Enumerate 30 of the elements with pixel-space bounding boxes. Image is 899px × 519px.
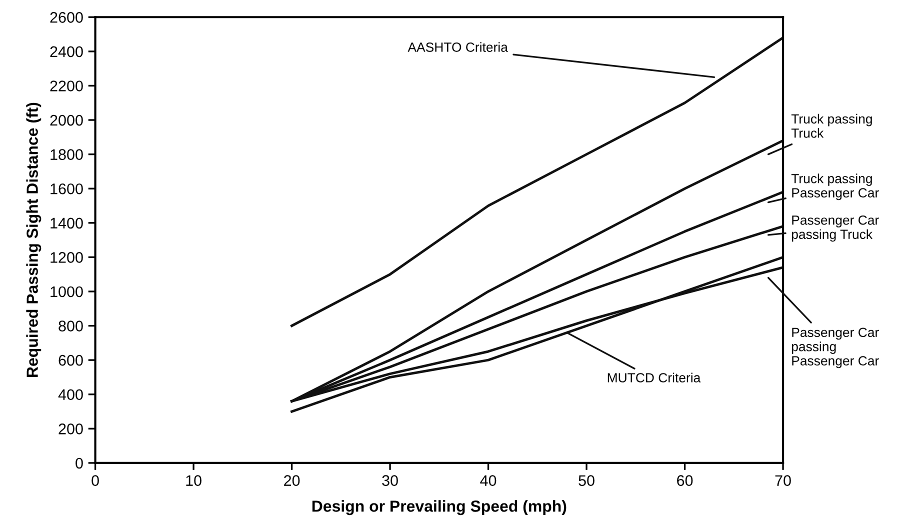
- annotation: Truck passing Passenger Car: [791, 174, 879, 200]
- y-tick-label: 1600: [50, 183, 83, 194]
- y-axis-title: Required Passing Sight Distance (ft): [26, 102, 42, 377]
- x-tick-label: 10: [186, 475, 202, 486]
- y-tick-label: 1800: [50, 149, 83, 160]
- annotation: Truck passing Truck: [791, 114, 872, 138]
- y-tick-label: 1400: [50, 218, 83, 229]
- x-tick-label: 0: [92, 475, 99, 486]
- x-tick-label: 20: [284, 475, 300, 486]
- y-tick-label: 2000: [50, 114, 83, 126]
- y-tick-label: 2400: [50, 46, 83, 58]
- annotation: MUTCD Criteria: [608, 372, 701, 382]
- y-tick-label: 1200: [50, 252, 83, 263]
- x-tick-label: 50: [578, 475, 594, 486]
- y-tick-label: 200: [58, 424, 83, 434]
- y-tick-label: 0: [76, 458, 83, 469]
- x-axis-title: Design or Prevailing Speed (mph): [312, 500, 566, 516]
- x-tick-label: 70: [775, 475, 791, 486]
- y-tick-label: 1000: [50, 286, 83, 298]
- annotation: Passenger Car passing Truck: [792, 215, 879, 242]
- x-tick-label: 30: [382, 475, 398, 486]
- y-tick-label: 400: [58, 389, 83, 400]
- annotation: Passenger Car passing Passenger Car: [792, 328, 879, 368]
- annotation: AASHTO Criteria: [408, 42, 508, 52]
- x-tick-label: 40: [480, 475, 496, 486]
- x-tick-label: 60: [677, 475, 693, 486]
- y-tick-label: 2200: [50, 80, 83, 92]
- y-tick-label: 800: [58, 320, 83, 332]
- y-tick-label: 2600: [50, 12, 83, 23]
- y-tick-label: 600: [58, 354, 83, 366]
